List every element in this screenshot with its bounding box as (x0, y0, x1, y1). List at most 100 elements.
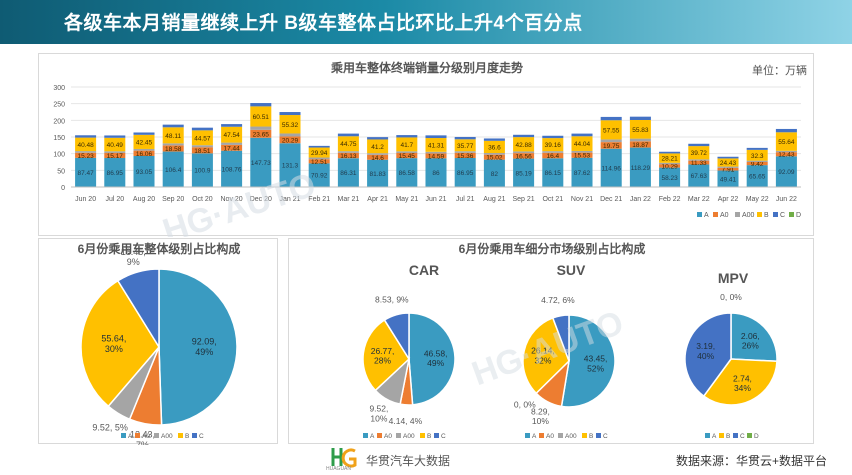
bar-segment-a0 (133, 150, 155, 156)
bar-data-label: 15.45 (399, 153, 416, 160)
overall-pie-slice-label: 55.64, 30% (101, 334, 126, 354)
bar-segment-a (191, 153, 213, 187)
bar-data-label: 55.32 (282, 122, 299, 129)
bar-segment-a0 (513, 153, 535, 159)
x-tick-label: Aug 20 (133, 196, 155, 203)
bar-data-label: 10.29 (661, 163, 678, 170)
x-tick-label: Jan 22 (630, 196, 651, 203)
bar-segment-a00 (396, 151, 418, 153)
x-tick-label: Dec 20 (250, 196, 272, 203)
bar-segment-b (337, 136, 359, 152)
mpv-pie-slice-a (730, 312, 778, 363)
bar-data-label: 93.05 (136, 169, 153, 176)
car-pie-title: CAR (409, 262, 439, 278)
bar-segment-c (659, 151, 681, 154)
bar-data-label: 15.02 (486, 155, 503, 162)
bar-data-label: 15.17 (107, 153, 124, 160)
bar-chart-title: 乘用车整体终端销量分级别月度走势 (330, 60, 523, 75)
suv-pie-legend-swatch (558, 433, 563, 438)
bar-segment-b (483, 140, 505, 153)
bar-segment-c (279, 112, 301, 116)
overall-pie-legend-swatch (135, 433, 140, 438)
bar-data-label: 16.56 (515, 153, 532, 160)
bar-segment-a (717, 170, 739, 187)
bar-data-label: 42.88 (515, 142, 532, 149)
bar-data-label: 86.95 (457, 170, 474, 177)
suv-pie-legend-label: C (603, 433, 608, 440)
bar-data-label: 131.3 (282, 163, 299, 170)
bar-segment-c (600, 116, 622, 121)
bar-data-label: 118.29 (631, 165, 651, 172)
bar-segment-c (629, 116, 651, 121)
bar-segment-c (542, 135, 564, 139)
mpv-pie-legend-swatch (747, 433, 752, 438)
mpv-pie-slice-label: 2.74, 34% (733, 373, 752, 393)
bar-data-label: 44.75 (340, 141, 357, 148)
bar-segment-b (659, 153, 681, 163)
mpv-pie-slice-b (702, 358, 778, 406)
bar-data-label: 92.09 (778, 169, 795, 176)
bar-data-label: 28.21 (661, 156, 678, 163)
bar-data-label: 41.7 (400, 142, 413, 149)
overall-pie-legend-swatch (192, 433, 197, 438)
overall-pie-slice-c (116, 268, 160, 350)
bar-segment-a (396, 158, 418, 187)
mpv-pie-slice-label: 3.19, 40% (696, 341, 715, 361)
bar-data-label: 49.41 (720, 176, 737, 183)
overall-share-panel: 6月份乘用车整体级别占比构成 92.09,49% 12.43,7%9.52, 5% 5… (38, 238, 278, 445)
legend-label: A0 (720, 212, 729, 219)
overall-pie-legend-swatch (121, 433, 126, 438)
legend-label: D (796, 212, 801, 219)
suv-pie-slice-label: 4.72, 6% (541, 295, 575, 305)
bar-data-label: 44.57 (194, 135, 211, 142)
bar-data-label: 48.11 (165, 133, 181, 140)
bar-segment-a00 (688, 159, 710, 161)
bar-data-label: 18.58 (165, 146, 182, 153)
bar-data-label: 81.83 (369, 171, 386, 178)
x-tick-label: Oct 20 (192, 196, 213, 203)
car-pie-legend-label: B (427, 433, 431, 440)
bar-data-label: 14.59 (428, 153, 445, 160)
bar-segment-a00 (513, 151, 535, 154)
overall-pie-legend-label: A00 (161, 433, 173, 440)
x-tick-label: Jan 21 (279, 196, 300, 203)
car-pie-slice-label: 8.53, 9% (375, 294, 409, 304)
bar-data-label: 23.65 (253, 131, 270, 138)
bar-segment-a0 (396, 152, 418, 159)
bar-data-label: 87.62 (574, 170, 591, 177)
bar-segment-a (337, 158, 359, 187)
header-banner: 各级车本月销量继续上升 B级车整体占比环比上升4个百分点 (0, 0, 852, 44)
car-pie-legend-label: A (370, 433, 375, 440)
x-tick-label: Mar 21 (338, 196, 360, 203)
bar-segment-b (513, 137, 535, 152)
bar-data-label: 18.87 (632, 142, 649, 149)
overall-pie-legend-label: A (128, 433, 133, 440)
bar-segment-a00 (775, 150, 797, 153)
bar-segment-a (221, 150, 243, 187)
bar-segment-c (221, 124, 243, 127)
legend-swatch-a (697, 212, 702, 217)
suv-pie-legend-swatch (525, 433, 530, 438)
bar-segment-c (104, 135, 126, 138)
bar-segment-c (75, 135, 97, 138)
suv-pie-legend-label: A0 (546, 433, 554, 440)
bar-data-label: 65.65 (749, 174, 766, 181)
mpv-pie-legend-label: C (740, 433, 745, 440)
x-tick-label: Nov 20 (221, 196, 243, 203)
suv-pie-slice-a (560, 314, 616, 408)
bar-segment-a00 (337, 151, 359, 153)
bar-segment-c (775, 128, 797, 133)
bar-segment-c (571, 133, 593, 137)
mpv-pie-legend-swatch (705, 433, 710, 438)
bar-data-label: 86.31 (340, 170, 357, 177)
bar-segment-a00 (629, 138, 651, 142)
bar-segment-b (162, 127, 184, 144)
bar-data-label: 16.06 (136, 151, 153, 158)
overall-pie-slice-label: 9.52, 5% (92, 422, 128, 432)
overall-pie-legend-swatch (178, 433, 183, 438)
bar-segment-a00 (659, 162, 681, 165)
bar-data-label: 12.51 (311, 159, 328, 166)
suv-pie-legend-swatch (596, 433, 601, 438)
bar-segment-a0 (659, 164, 681, 168)
bar-segment-c (513, 134, 535, 138)
